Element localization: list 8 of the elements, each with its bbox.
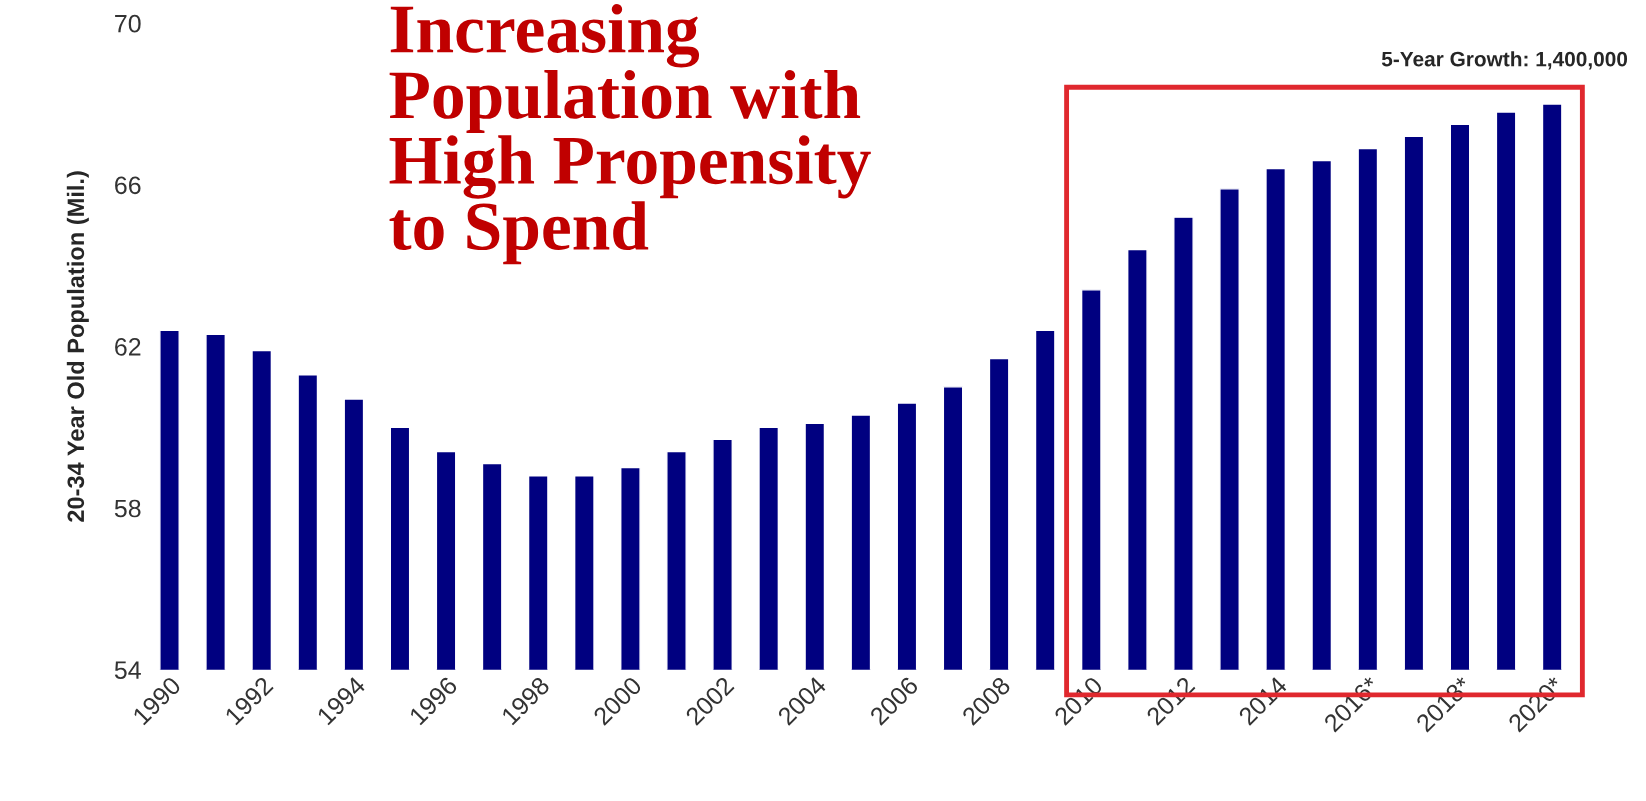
annotation: 5-Year Growth: 1,400,000 <box>1381 51 1628 70</box>
y-tick-label: 66 <box>115 176 141 195</box>
y-axis-title: 20-34 Year Old Population (Mil.) <box>66 171 89 522</box>
y-tick-label: 58 <box>114 499 141 518</box>
text: Increasing Population with High Propensity to Spend <box>389 4 871 265</box>
y-tick-label: 62 <box>115 338 141 356</box>
y-tick-label: 70 <box>115 14 141 33</box>
y-tick-label: 54 <box>114 661 141 679</box>
